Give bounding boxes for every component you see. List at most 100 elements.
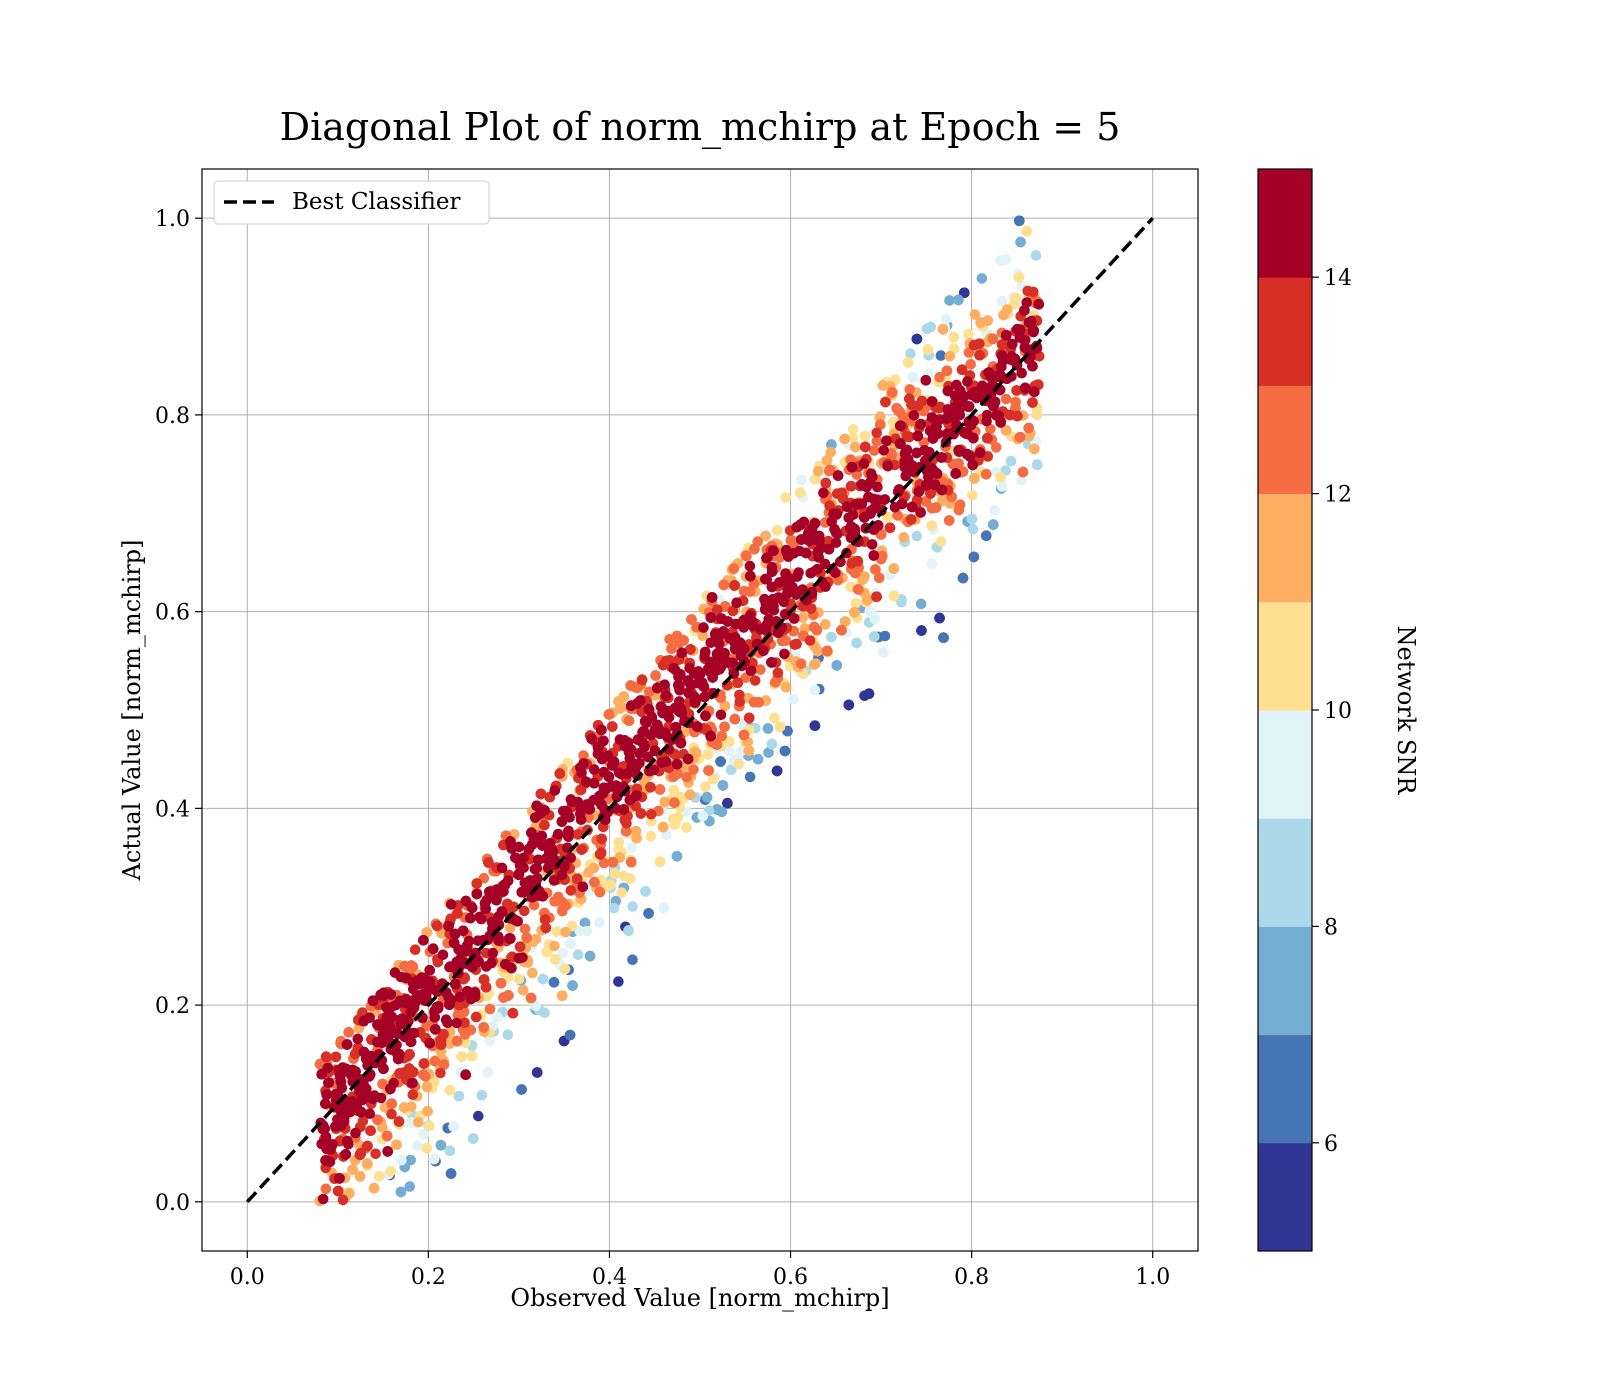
scatter-point <box>491 884 503 895</box>
scatter-point <box>845 480 857 492</box>
scatter-point <box>811 624 823 636</box>
scatter-point <box>624 794 636 806</box>
scatter-point <box>872 481 883 493</box>
scatter-point <box>1006 338 1018 350</box>
scatter-point <box>762 552 773 563</box>
scatter-point <box>766 657 777 668</box>
scatter-point <box>868 631 880 642</box>
scatter-point <box>809 720 821 731</box>
scatter-point <box>576 844 587 855</box>
scatter-point <box>421 1142 433 1154</box>
scatter-point <box>668 771 679 782</box>
scatter-point <box>762 633 774 645</box>
scatter-point <box>1029 443 1040 455</box>
scatter-point <box>654 856 666 867</box>
scatter-point <box>517 886 529 898</box>
scatter-point <box>676 707 687 719</box>
scatter-point <box>340 1149 352 1160</box>
scatter-point <box>484 1003 496 1015</box>
scatter-point <box>902 357 914 368</box>
scatter-point <box>995 472 1006 483</box>
scatter-point <box>930 502 942 513</box>
scatter-point <box>741 550 752 562</box>
scatter-point <box>954 499 966 511</box>
scatter-point <box>513 869 524 881</box>
scatter-point <box>985 423 996 435</box>
scatter-point <box>453 1090 465 1102</box>
scatter-point <box>774 721 786 733</box>
scatter-point <box>537 973 549 985</box>
scatter-point <box>714 629 726 641</box>
scatter-point <box>344 1188 355 1199</box>
scatter-point <box>412 1140 423 1152</box>
scatter-point <box>595 847 607 858</box>
scatter-point <box>744 586 756 597</box>
scatter-point <box>832 470 844 481</box>
scatter-point <box>513 973 525 985</box>
scatter-point <box>407 1077 418 1089</box>
scatter-point <box>324 1156 336 1167</box>
scatter-point <box>715 756 726 767</box>
scatter-point <box>982 315 994 326</box>
scatter-point <box>473 1110 484 1122</box>
scatter-point <box>560 900 571 911</box>
scatter-point <box>908 410 920 421</box>
scatter-point <box>460 1069 472 1080</box>
scatter-point <box>502 1029 514 1040</box>
chart-title: Diagonal Plot of norm_mchirp at Epoch = … <box>280 105 1121 150</box>
scatter-point <box>940 313 952 325</box>
scatter-point <box>859 430 871 442</box>
scatter-point <box>711 604 723 615</box>
scatter-point <box>607 721 618 732</box>
scatter-point <box>901 431 913 442</box>
scatter-point <box>745 665 757 677</box>
scatter-point <box>849 523 860 535</box>
scatter-point <box>424 1120 435 1132</box>
scatter-point <box>847 424 859 435</box>
scatter-point <box>965 359 976 370</box>
scatter-point <box>661 829 672 841</box>
scatter-point <box>660 690 672 701</box>
scatter-point <box>929 479 941 491</box>
scatter-point <box>421 1081 433 1093</box>
scatter-point <box>572 949 584 960</box>
scatter-point <box>370 1148 381 1160</box>
scatter-point <box>460 1037 471 1049</box>
scatter-point <box>812 466 824 477</box>
scatter-point <box>505 922 516 934</box>
scatter-point <box>618 691 630 702</box>
scatter-point <box>705 612 717 623</box>
scatter-point <box>744 560 756 572</box>
scatter-point <box>723 745 735 756</box>
scatter-point <box>823 465 835 477</box>
scatter-point <box>654 784 666 795</box>
scatter-point <box>995 255 1006 266</box>
scatter-point <box>495 978 507 989</box>
scatter-point <box>859 512 870 523</box>
scatter-point <box>789 639 800 650</box>
scatter-point <box>858 458 870 470</box>
scatter-point <box>483 857 494 868</box>
scatter-point <box>519 905 530 917</box>
scatter-point <box>980 469 992 480</box>
scatter-point <box>681 771 692 783</box>
scatter-point <box>692 677 704 689</box>
scatter-point <box>645 830 657 842</box>
scatter-point <box>496 862 508 874</box>
scatter-point <box>963 401 975 412</box>
scatter-point <box>989 504 1001 516</box>
scatter-point <box>920 375 932 386</box>
scatter-point <box>953 446 965 457</box>
scatter-point <box>1034 351 1045 362</box>
scatter-point <box>996 295 1008 307</box>
scatter-point <box>705 637 716 648</box>
scatter-point <box>808 659 820 670</box>
scatter-point <box>575 814 587 825</box>
scatter-point <box>652 682 663 694</box>
scatter-point <box>849 607 860 618</box>
scatter-point <box>404 1181 416 1192</box>
scatter-point <box>820 477 832 489</box>
scatter-point <box>467 902 478 914</box>
scatter-point <box>1010 292 1022 304</box>
scatter-point <box>962 376 973 387</box>
